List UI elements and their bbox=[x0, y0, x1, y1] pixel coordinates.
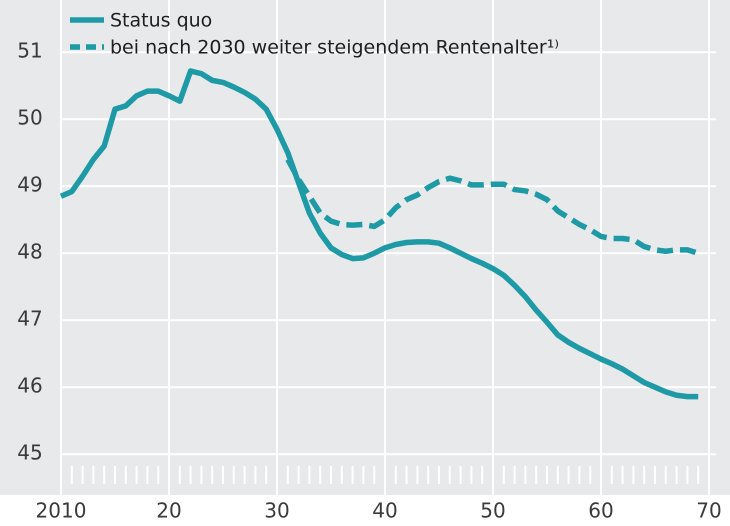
legend-label: Status quo bbox=[110, 10, 212, 32]
x-tick-label: 30 bbox=[264, 499, 289, 523]
x-tick-label: 50 bbox=[480, 499, 505, 523]
x-tick-label: 40 bbox=[372, 499, 397, 523]
x-tick-label: 20 bbox=[156, 499, 181, 523]
line bbox=[59, 68, 699, 400]
x-tick-label: 70 bbox=[696, 499, 721, 523]
y-tick-label: 51 bbox=[17, 39, 42, 63]
y-tick-label: 49 bbox=[17, 173, 42, 197]
y-tick-label: 46 bbox=[17, 374, 42, 398]
plot-background bbox=[0, 0, 730, 495]
y-tick-label: 47 bbox=[17, 307, 42, 331]
y-tick-label: 50 bbox=[17, 106, 42, 130]
x-tick-label: 2010 bbox=[36, 499, 87, 523]
y-tick-label: 48 bbox=[17, 240, 42, 264]
line bbox=[285, 158, 700, 256]
y-tick-label: 45 bbox=[17, 441, 42, 465]
legend-label: bei nach 2030 weiter steigendem Rentenal… bbox=[110, 37, 559, 59]
x-tick-label: 60 bbox=[588, 499, 613, 523]
